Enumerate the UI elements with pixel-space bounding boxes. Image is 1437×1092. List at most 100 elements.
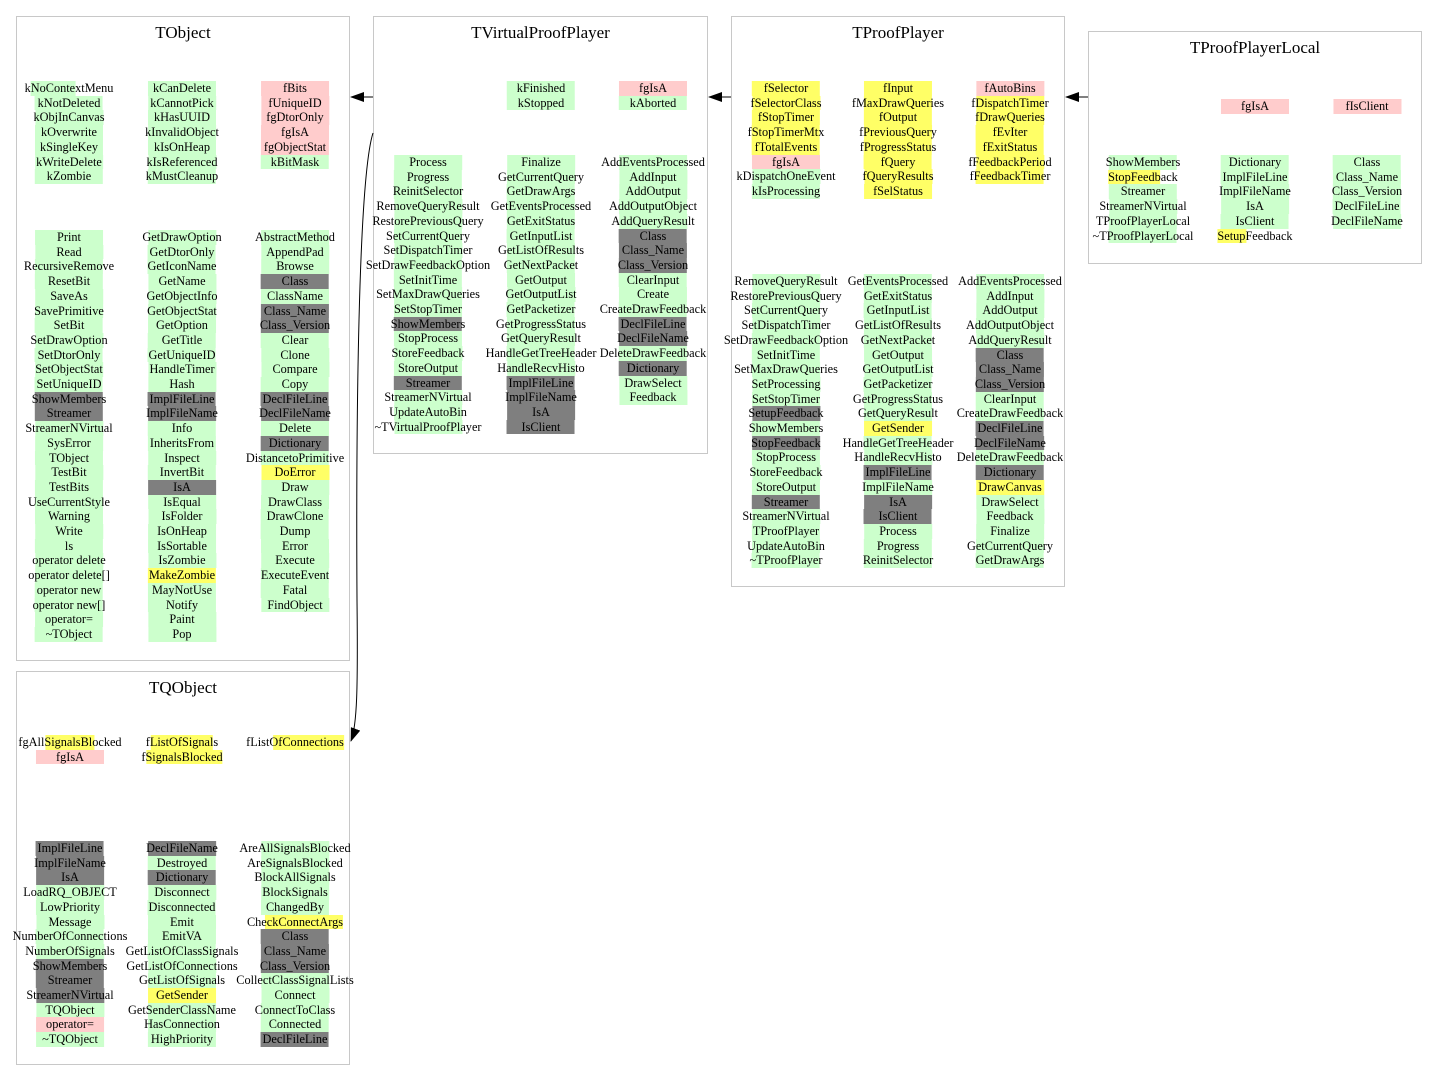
member-label: SavePrimitive	[34, 303, 104, 318]
class-member: ShowMembers	[1105, 155, 1181, 170]
class-member: ~TProofPlayerLocal	[1092, 228, 1195, 244]
class-member: IsClient	[507, 419, 576, 435]
member-highlight	[148, 81, 217, 96]
class-member: StreamerNVirtual	[24, 421, 113, 436]
class-member: DeleteDrawFeedback	[599, 346, 708, 361]
member-highlight	[261, 95, 329, 111]
member-highlight	[148, 259, 216, 275]
class-member: Class_Version	[617, 257, 689, 273]
member-highlight	[148, 479, 217, 495]
member-label: Inspect	[164, 450, 200, 465]
member-highlight	[976, 288, 1045, 304]
class-member: ls	[35, 538, 104, 554]
member-label: DeclFileName	[974, 435, 1046, 450]
member-highlight	[393, 346, 462, 361]
member-label: GetNextPacket	[860, 332, 936, 347]
member-label: StoreFeedback	[391, 346, 465, 361]
member-label: GetOutputList	[862, 362, 934, 377]
member-label: Copy	[281, 377, 309, 391]
member-highlight	[1333, 99, 1402, 114]
member-label: CreateDrawFeedback	[956, 406, 1064, 421]
member-highlight	[394, 169, 463, 185]
member-label: AppendPad	[266, 244, 324, 259]
class-member: AreSignalsBlocked	[246, 855, 344, 871]
member-label: Streamer	[47, 973, 93, 988]
class-member: fFeedbackTimer	[969, 169, 1052, 184]
member-label: AreSignalsBlocked	[247, 855, 343, 870]
member-label: kSingleKey	[39, 139, 99, 154]
member-label: AddOutput	[625, 184, 681, 199]
member-highlight	[619, 302, 687, 317]
class-member: Feedback	[976, 509, 1044, 524]
class-member: kObjInCanvas	[32, 110, 105, 126]
member-label: StoreOutput	[397, 360, 459, 375]
member-highlight	[35, 169, 103, 184]
member-highlight	[148, 332, 217, 348]
member-label: Execute	[275, 553, 315, 568]
member-label: fPreviousQuery	[859, 125, 937, 140]
member-label: ShowMembers	[32, 958, 108, 973]
member-highlight	[35, 509, 104, 524]
class-member: Compare	[261, 362, 330, 377]
member-label: GetSender	[872, 421, 924, 435]
member-highlight	[261, 870, 329, 886]
class-member: fPreviousQuery	[858, 125, 938, 140]
member-highlight	[976, 538, 1044, 554]
class-member: GetEventsProcessed	[847, 274, 949, 289]
class-member: fExitStatus	[976, 139, 1044, 155]
member-highlight	[1109, 228, 1177, 244]
class-member: kCannotPick	[148, 95, 217, 111]
member-highlight	[507, 272, 576, 288]
member-label: HandleTimer	[149, 362, 215, 377]
member-highlight	[36, 914, 104, 930]
member-highlight	[148, 988, 216, 1003]
member-label: fListOfSignals	[145, 735, 219, 749]
member-label: DeclFileLine	[1334, 199, 1400, 214]
class-member: ~TQObject	[36, 1032, 105, 1047]
member-highlight	[864, 494, 933, 510]
member-highlight	[393, 184, 462, 200]
member-label: kAborted	[629, 95, 677, 110]
class-member: Dictionary	[976, 465, 1044, 480]
member-label: IsFolder	[161, 509, 203, 524]
member-label: IsClient	[878, 509, 918, 524]
member-highlight	[35, 362, 103, 377]
member-label: HandleRecvHisto	[497, 360, 585, 375]
member-label: SysError	[47, 435, 91, 450]
member-label: kCanDelete	[152, 81, 212, 95]
member-label: RemoveQueryResult	[376, 199, 480, 214]
class-member: Dump	[261, 524, 329, 539]
class-member: GetSender	[148, 988, 216, 1003]
class-member: ImplFileLine	[148, 391, 217, 407]
member-label: Message	[48, 914, 92, 929]
class-member: ExecuteEvent	[260, 568, 330, 583]
member-highlight	[976, 376, 1044, 392]
member-label: ShowMembers	[1105, 155, 1181, 169]
member-highlight	[752, 81, 821, 96]
member-label: Class_Version	[1331, 184, 1403, 199]
member-label: ReinitSelector	[392, 184, 464, 199]
member-highlight	[148, 110, 217, 126]
member-label: kNoContextMenu	[24, 81, 114, 95]
class-member: SetUniqueID	[35, 377, 104, 392]
member-label: AddEventsProcessed	[958, 274, 1062, 288]
class-member: Class_Version	[974, 376, 1046, 392]
class-member: fProgressStatus	[859, 139, 938, 155]
member-label: IsA	[1246, 199, 1264, 214]
class-member: Message	[36, 914, 104, 930]
member-highlight	[1221, 169, 1290, 185]
member-highlight	[752, 332, 820, 348]
class-member: GetCurrentQuery	[966, 538, 1054, 554]
member-highlight	[36, 973, 105, 988]
member-highlight	[35, 553, 103, 569]
member-label: fSignalsBlocked	[141, 749, 223, 764]
class-member: IsClient	[1221, 213, 1290, 229]
class-member: fgDtorOnly	[261, 110, 330, 126]
class-member: Disconnected	[148, 899, 217, 915]
member-label: GetSenderClassName	[128, 1002, 236, 1017]
class-member: CollectClassSignalLists	[235, 973, 355, 988]
class-member: AddOutputObject	[965, 318, 1055, 333]
member-label: ImplFileName	[34, 855, 106, 870]
class-member: operator=	[35, 612, 103, 627]
member-highlight	[752, 494, 821, 510]
